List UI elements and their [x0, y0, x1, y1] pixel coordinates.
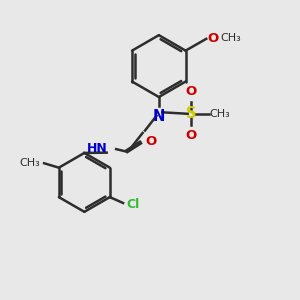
Text: N: N: [153, 110, 165, 124]
Text: S: S: [186, 106, 196, 121]
Text: O: O: [145, 135, 156, 148]
Text: O: O: [208, 32, 219, 45]
Text: Cl: Cl: [126, 198, 139, 211]
Text: CH₃: CH₃: [20, 158, 40, 168]
Text: CH₃: CH₃: [220, 33, 241, 43]
Text: HN: HN: [87, 142, 107, 155]
Text: O: O: [186, 129, 197, 142]
Text: O: O: [186, 85, 197, 98]
Text: CH₃: CH₃: [209, 109, 230, 119]
